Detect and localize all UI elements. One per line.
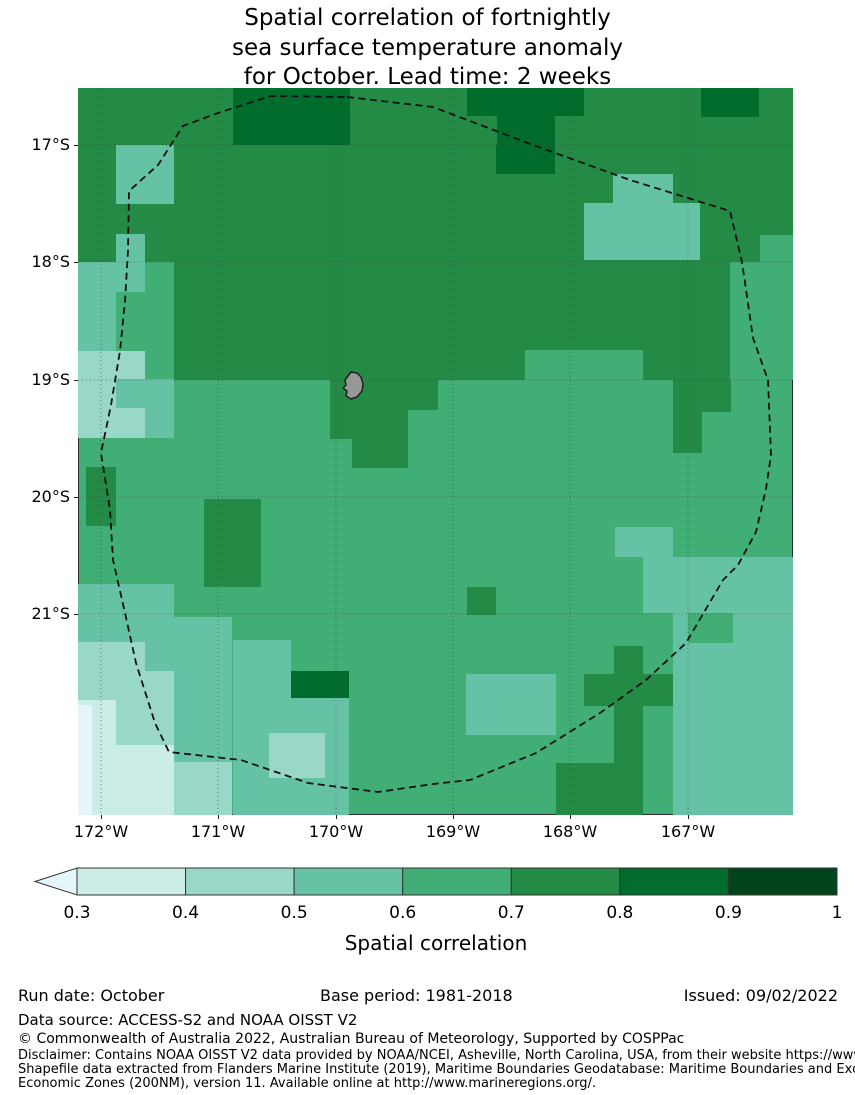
map-cell [269, 733, 325, 778]
map-cell [701, 88, 759, 117]
colorbar-segment [619, 867, 729, 896]
x-tick-label: 169°W [425, 822, 481, 841]
x-tick-mark [336, 815, 337, 819]
x-tick-mark [218, 815, 219, 819]
map-cell [78, 642, 145, 671]
map-cell [116, 671, 174, 745]
map-cell [496, 145, 555, 174]
x-tick-mark [453, 815, 454, 819]
colorbar-segment [727, 867, 838, 896]
colorbar-tick-label: 0.7 [497, 903, 525, 923]
eez-boundary-line [100, 95, 772, 793]
map-cell [584, 674, 673, 706]
map-cell [233, 640, 291, 815]
colorbar-tick-label: 1 [831, 903, 843, 923]
y-tick-mark [74, 497, 78, 498]
x-tick-mark [688, 815, 689, 819]
map-overlay [78, 88, 793, 815]
title-line-2: sea surface temperature anomaly [232, 34, 623, 61]
colorbar-segment [185, 867, 295, 896]
copyright-text: © Commonwealth of Australia 2022, Austra… [18, 1031, 685, 1047]
x-tick-label: 171°W [190, 822, 246, 841]
map-cell [174, 762, 232, 815]
map-cell [78, 262, 116, 351]
island-marker [342, 371, 364, 400]
map-cell [760, 235, 793, 262]
y-tick-label: 21°S [31, 604, 70, 623]
x-tick-label: 170°W [308, 822, 364, 841]
x-tick-label: 172°W [73, 822, 129, 841]
map-cell [78, 584, 174, 613]
map-cell [584, 203, 700, 260]
map-cell [467, 116, 497, 145]
run-date-text: Run date: October [18, 986, 165, 1005]
colorbar-tick-label: 0.5 [280, 903, 308, 923]
map-cell [352, 439, 408, 468]
disclaimer-line-1: Disclaimer: Contains NOAA OISST V2 data … [18, 1048, 855, 1063]
disclaimer-line-2: Shapefile data extracted from Flanders M… [18, 1062, 855, 1077]
y-tick-label: 17°S [31, 135, 70, 154]
map-cell [116, 351, 145, 380]
colorbar-segment [76, 867, 187, 896]
y-tick-label: 18°S [31, 252, 70, 271]
map-cell [615, 527, 673, 557]
map-cell [673, 613, 793, 815]
y-tick-label: 19°S [31, 370, 70, 389]
map-cell [466, 674, 556, 735]
colorbar-segment [293, 867, 404, 896]
colorbar-tick-label: 0.4 [172, 903, 200, 923]
map-cell [467, 587, 496, 615]
colorbar-svg [33, 867, 838, 896]
map-cell [78, 705, 92, 815]
map-cell [291, 671, 349, 698]
map-cell [78, 379, 116, 438]
map-cell [643, 557, 793, 613]
x-tick-label: 168°W [542, 822, 598, 841]
colorbar-tick-label: 0.6 [389, 903, 417, 923]
disclaimer-line-3: Economic Zones (200NM), version 11. Avai… [18, 1076, 597, 1091]
map-cell [614, 706, 643, 763]
map-cell [116, 234, 145, 292]
x-tick-label: 167°W [660, 822, 716, 841]
title-line-3: for October. Lead time: 2 weeks [243, 64, 612, 90]
colorbar: 0.3 0.4 0.5 0.6 0.7 0.8 0.9 1 [0, 860, 855, 923]
map-cell [673, 380, 731, 412]
map-cell [525, 350, 643, 380]
y-tick-mark [74, 262, 78, 263]
y-tick-mark [74, 614, 78, 615]
colorbar-label: Spatial correlation [344, 931, 528, 955]
map-cell [204, 499, 261, 587]
colorbar-segment [510, 867, 621, 896]
map-cell [330, 410, 408, 439]
x-tick-mark [101, 815, 102, 819]
colorbar-segment [402, 867, 512, 896]
colorbar-tick-label: 0.3 [63, 903, 91, 923]
issued-text: Issued: 09/02/2022 [683, 986, 838, 1005]
base-period-text: Base period: 1981-2018 [320, 986, 513, 1005]
figure-title: Spatial correlation of fortnightly sea s… [0, 4, 855, 93]
map-cell [78, 351, 116, 380]
data-source-text: Data source: ACCESS-S2 and NOAA OISST V2 [18, 1011, 358, 1029]
map-cell [731, 262, 793, 380]
colorbar-tick-label: 0.8 [606, 903, 634, 923]
y-tick-mark [74, 145, 78, 146]
map-plot [78, 88, 793, 815]
map-cell [116, 408, 145, 438]
y-tick-mark [74, 380, 78, 381]
map-cell [116, 745, 174, 815]
map-cell [78, 671, 116, 700]
title-line-1: Spatial correlation of fortnightly [244, 5, 611, 31]
map-cell [613, 174, 673, 205]
y-tick-label: 20°S [31, 487, 70, 506]
colorbar-extend-arrow [33, 867, 78, 896]
colorbar-tick-label: 0.9 [714, 903, 742, 923]
x-tick-mark [570, 815, 571, 819]
